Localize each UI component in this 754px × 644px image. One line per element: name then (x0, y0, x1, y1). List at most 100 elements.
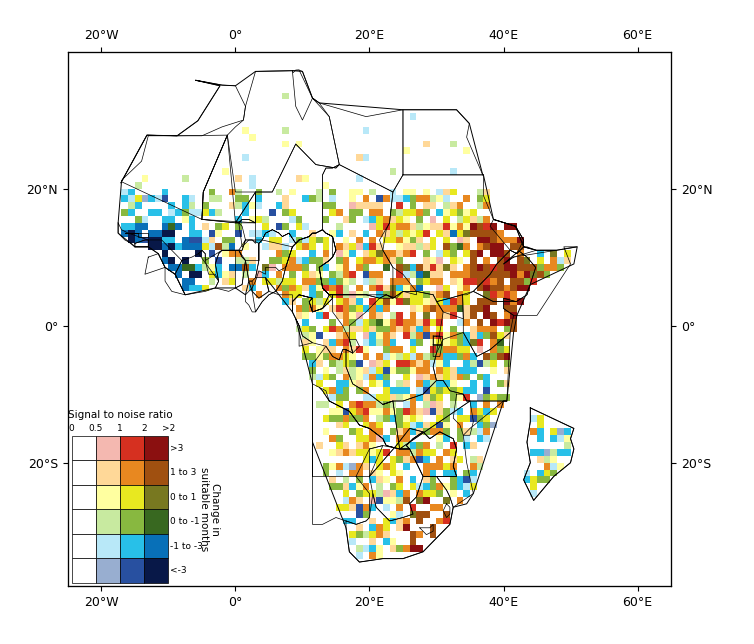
Bar (342, 504, 349, 511)
Bar (376, 456, 383, 462)
Bar (416, 490, 423, 497)
Bar (423, 449, 430, 456)
Bar (342, 408, 349, 415)
Bar (329, 339, 336, 346)
Bar (397, 524, 403, 531)
Bar (329, 483, 336, 490)
Bar (316, 285, 323, 291)
Bar (477, 374, 483, 381)
Bar (209, 278, 216, 285)
Bar (383, 538, 390, 545)
Bar (336, 462, 342, 469)
Bar (249, 264, 256, 271)
Bar (463, 490, 470, 497)
Bar (356, 374, 363, 381)
Bar (437, 490, 443, 497)
Bar (416, 394, 423, 401)
Bar (430, 483, 437, 490)
Bar (135, 236, 142, 243)
Bar (430, 202, 437, 209)
Bar (296, 216, 302, 223)
Bar (202, 257, 209, 264)
Bar (383, 490, 390, 497)
Bar (376, 449, 383, 456)
Bar (329, 449, 336, 456)
Bar (470, 477, 477, 483)
Bar (383, 531, 390, 538)
Bar (329, 278, 336, 285)
Bar (329, 209, 336, 216)
Bar (296, 326, 302, 332)
Bar (282, 278, 289, 285)
Bar (369, 518, 376, 524)
Bar (497, 230, 504, 236)
Bar (423, 442, 430, 449)
Bar (349, 415, 356, 422)
Bar (457, 257, 463, 264)
Bar (376, 435, 383, 442)
Bar (450, 326, 457, 332)
Bar (403, 271, 409, 278)
Bar (349, 278, 356, 285)
Bar (135, 182, 142, 189)
Bar (463, 305, 470, 312)
Bar (403, 216, 409, 223)
Bar (457, 271, 463, 278)
Bar (323, 366, 329, 374)
Bar (470, 305, 477, 312)
Bar (504, 312, 510, 319)
Bar (437, 305, 443, 312)
Bar (363, 216, 369, 223)
Bar (470, 428, 477, 435)
Bar (316, 346, 323, 353)
Bar (497, 319, 504, 326)
Bar (249, 285, 256, 291)
Bar (316, 195, 323, 202)
Bar (409, 298, 416, 305)
Bar (423, 223, 430, 230)
Bar (195, 236, 202, 243)
Bar (356, 401, 363, 408)
Bar (409, 538, 416, 545)
Bar (537, 257, 544, 264)
Bar (329, 195, 336, 202)
Bar (302, 326, 309, 332)
Bar (477, 326, 483, 332)
Bar (323, 387, 329, 394)
Bar (188, 264, 195, 271)
Bar (463, 477, 470, 483)
Bar (470, 278, 477, 285)
Bar (437, 408, 443, 415)
Bar (416, 545, 423, 552)
Bar (483, 291, 490, 298)
Bar (477, 422, 483, 428)
Bar (397, 223, 403, 230)
Bar (450, 230, 457, 236)
Bar (309, 230, 316, 236)
Bar (302, 271, 309, 278)
Bar (409, 545, 416, 552)
Bar (356, 319, 363, 326)
Bar (437, 251, 443, 257)
Bar (510, 236, 517, 243)
Bar (376, 291, 383, 298)
Bar (363, 332, 369, 339)
Bar (342, 326, 349, 332)
Bar (376, 394, 383, 401)
Bar (216, 230, 222, 236)
Bar (369, 524, 376, 531)
Bar (289, 236, 296, 243)
Bar (564, 435, 571, 442)
Bar (443, 236, 450, 243)
Bar (477, 462, 483, 469)
Bar (416, 326, 423, 332)
Bar (383, 305, 390, 312)
Bar (316, 291, 323, 298)
Bar (430, 195, 437, 202)
Bar (437, 518, 443, 524)
Bar (403, 195, 409, 202)
Bar (416, 442, 423, 449)
Bar (349, 189, 356, 195)
Bar (537, 456, 544, 462)
Bar (342, 264, 349, 271)
